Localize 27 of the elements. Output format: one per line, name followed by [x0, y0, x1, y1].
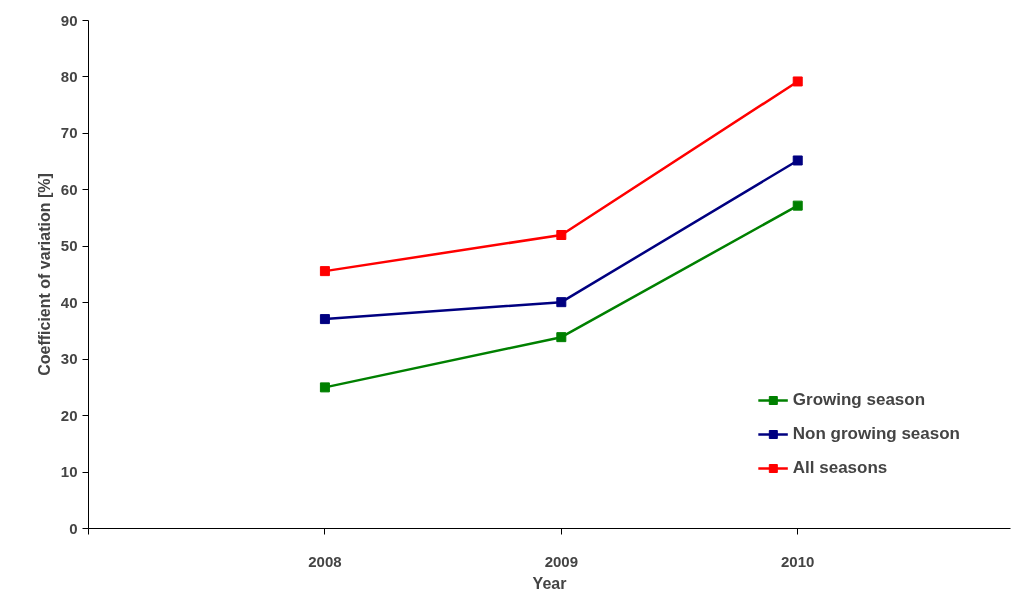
y-tick-label: 60 — [60, 180, 78, 198]
point — [319, 266, 330, 277]
y-tick-label: 80 — [60, 67, 78, 85]
point — [319, 382, 330, 393]
legend-label: Growing season — [792, 390, 926, 410]
point — [319, 314, 330, 325]
x-tick-label: 2009 — [544, 552, 579, 570]
x-axis-title: Year — [532, 574, 567, 592]
point — [792, 76, 803, 87]
y-tick-label: 0 — [69, 519, 78, 537]
y-tick-label: 20 — [60, 406, 78, 424]
point — [792, 155, 803, 166]
y-tick-label: 10 — [60, 463, 78, 481]
y-tick-label: 90 — [60, 11, 78, 29]
legend-label: Non growing season — [792, 424, 960, 444]
y-tick-label: 30 — [60, 350, 78, 368]
y-axis-title: Coefficient of variation [%] — [35, 173, 53, 376]
point — [556, 332, 567, 343]
x-tick-label: 2010 — [781, 552, 815, 570]
y-tick-label: 50 — [60, 237, 78, 255]
y-tick-label: 70 — [60, 124, 78, 142]
point — [792, 200, 803, 211]
x-tick-label: 2008 — [308, 552, 342, 570]
point — [556, 229, 567, 240]
legend-label: All seasons — [792, 458, 888, 478]
y-tick-label: 40 — [60, 293, 78, 311]
point — [556, 297, 567, 308]
